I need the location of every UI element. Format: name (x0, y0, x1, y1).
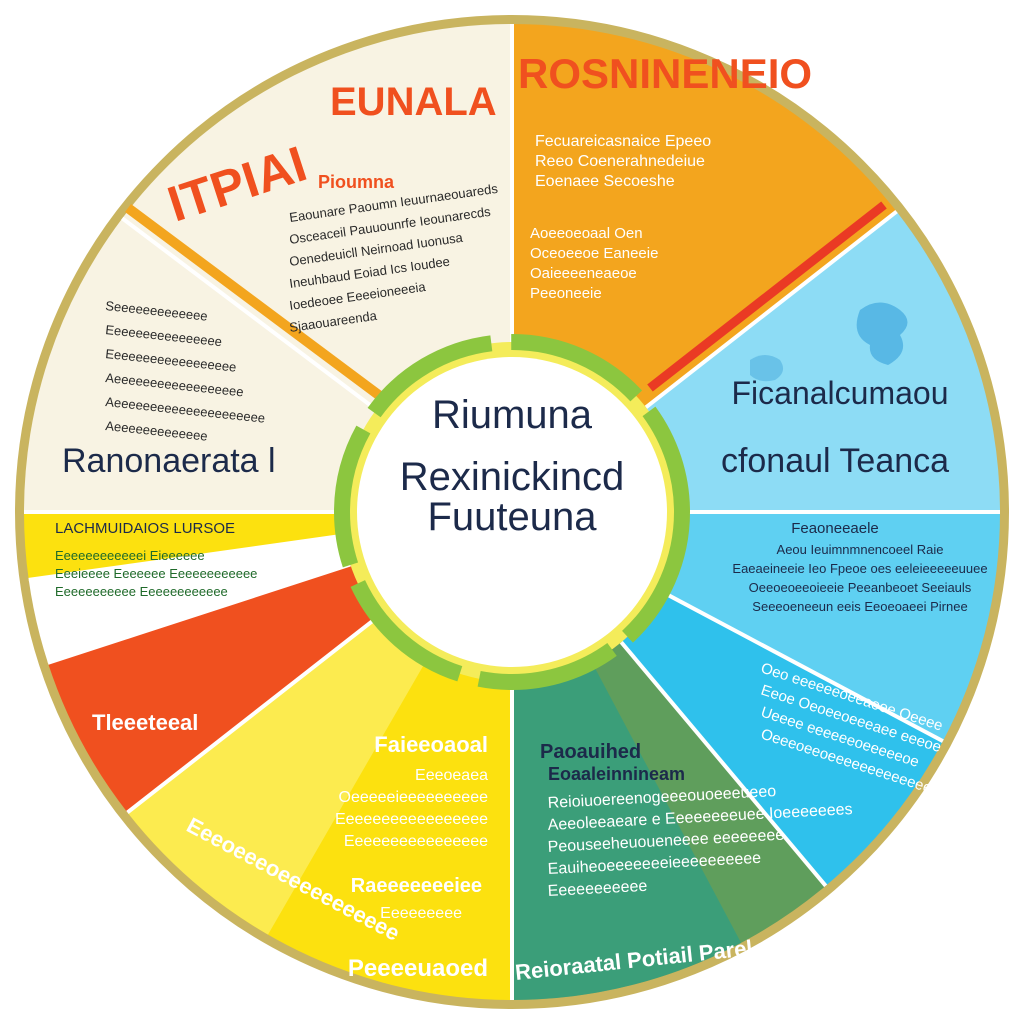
top-right-body: Fecuareicasnaice Epeeo Reeo Coenerahnedei… (530, 133, 711, 302)
text-line: Eeeeeeeee (380, 905, 462, 922)
accent-stripe-red (647, 201, 887, 392)
segment-separator (28, 533, 344, 582)
text-line: Oeeoeoeeoieeie Peeanbeoet Seeiauls (749, 580, 972, 595)
text-line: Oeeeeeieeeeeeeeee (339, 789, 489, 806)
bottom-left-subtitle-2: Raeeeeeeeiee (351, 875, 482, 897)
text-line: Eeeeeeeeeeeei Eieeeeee (55, 548, 205, 563)
segment-separator (644, 209, 898, 409)
right-upper-title-1: Ficanalcumaou (732, 375, 949, 411)
map-blob-decoration (856, 302, 908, 365)
separators-group (24, 24, 1000, 1000)
text-line: Aoeeoeoaal Oen (530, 225, 643, 242)
accent-stripe-orange (125, 203, 391, 407)
right-mid-subtitle: Feaoneeaele (791, 520, 879, 537)
left-yellow-body: Eeeeeeeeeeeei Eieeeeee Eeeieeee Eeeeeee E… (55, 548, 257, 599)
segment-bottom-left-accent (127, 617, 427, 935)
segment-separator (661, 590, 944, 743)
bottom-left-footer: Peeeeuaoed (348, 955, 488, 982)
center-disc (357, 357, 667, 667)
text-line: Eaeaeineeie Ieo Fpeoe oes eeleieeeeeuuee (732, 561, 987, 576)
text-line: Eeeeeeeeeee (547, 878, 648, 900)
text-line: Oceoeeoe Eaneeie (530, 245, 658, 262)
top-left-subtitle: Pioumna (318, 172, 395, 192)
bottom-right-subtitle-1: Paoauihed (540, 741, 641, 763)
left-red-title: Tleeeteeal (92, 710, 198, 735)
outer-ring (15, 15, 1009, 1009)
top-right-title: ROSNINENEIO (518, 50, 812, 97)
segment-separator (126, 615, 380, 815)
text-line: Oaieeeeneaeoe (530, 265, 637, 282)
text-line: Eoenaee Secoeshe (535, 173, 675, 190)
text-line: Seeeoeneeun eeis Eeoeoaeei Pirnee (752, 599, 967, 614)
left-upper-title: Ranonaerata l (62, 442, 276, 480)
center-line-3: Fuuteuna (427, 495, 597, 539)
top-left-title-right: EUNALA (330, 80, 497, 124)
text-line: Eeeeeeeeeeeeeeee (344, 833, 488, 850)
segment-separator (47, 562, 351, 665)
text-line: Reeo Coenerahnedeiue (535, 153, 705, 170)
map-blob-decoration-small (750, 355, 784, 382)
left-yellow-header: LACHMUIDAIOS LURSOE (55, 520, 235, 537)
center-ring-dashes (334, 334, 690, 690)
bottom-left-body: Eeeoeaea Oeeeeeieeeeeeeeee Eeeeeeeeeeeeeee… (335, 767, 488, 922)
bottom-right-subtitle-2: Eoaaleinnineam (548, 764, 685, 784)
center-line-2: Rexinickincd (400, 455, 625, 499)
bottom-left-subtitle: Faieeoaoal (374, 732, 488, 757)
segment-separator (121, 216, 378, 412)
text-line: Aeou Ieuimnmnencoeel Raie (777, 542, 944, 557)
segment-bottom-right-accent (512, 663, 742, 1000)
text-line: Eeeieeee Eeeeeee Eeeeeeeeeeee (55, 566, 257, 581)
segment-separator (619, 640, 828, 888)
text-line: Eeeeeeeeeeeeeeeee (335, 811, 488, 828)
text-line: Eeeoeaea (415, 767, 488, 784)
right-mid-body: Aeou Ieuimnmnencoeel Raie Eaeaeineeie Ieo… (732, 542, 987, 614)
center-line-1: Riumuna (432, 393, 593, 437)
right-upper-title-2: cfonaul Teanca (721, 442, 949, 480)
text-line: Fecuareicasnaice Epeeo (535, 133, 711, 150)
text-line: Peeoneeie (530, 285, 602, 302)
text-line: Eeeeeeeeeee Eeeeeeeeeeee (55, 584, 228, 599)
